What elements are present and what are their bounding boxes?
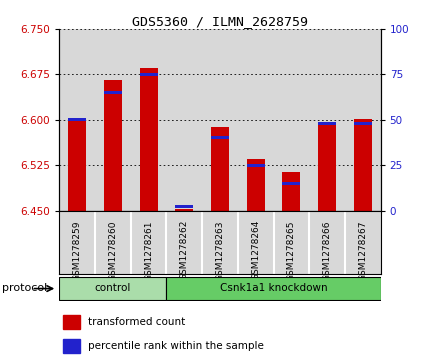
Text: transformed count: transformed count [88,317,186,327]
Text: GSM1278263: GSM1278263 [216,220,224,281]
Bar [95,29,131,211]
Bar [139,73,158,76]
FancyBboxPatch shape [59,277,166,300]
Bar [166,29,202,211]
Bar [104,91,122,94]
Bar [318,122,336,125]
Text: GSM1278265: GSM1278265 [287,220,296,281]
Text: GSM1278260: GSM1278260 [108,220,117,281]
Bar [354,119,372,211]
Text: GSM1278259: GSM1278259 [73,220,82,281]
Bar [176,209,193,211]
Bar [345,29,381,211]
Bar [62,315,80,329]
Bar [104,81,122,211]
Bar [202,29,238,211]
Bar [59,29,95,211]
Text: GSM1278262: GSM1278262 [180,220,189,281]
Bar [211,127,229,211]
Title: GDS5360 / ILMN_2628759: GDS5360 / ILMN_2628759 [132,15,308,28]
Bar [282,182,300,185]
Text: GSM1278267: GSM1278267 [358,220,367,281]
Bar [139,68,158,211]
Text: GSM1278261: GSM1278261 [144,220,153,281]
Text: GSM1278266: GSM1278266 [323,220,332,281]
Text: Csnk1a1 knockdown: Csnk1a1 knockdown [220,283,327,293]
Text: control: control [95,283,131,293]
Bar [131,29,166,211]
Bar [68,118,86,121]
Bar [274,29,309,211]
Bar [238,29,274,211]
Bar [211,136,229,139]
Bar [62,339,80,353]
Bar [247,164,264,167]
Bar [282,172,300,211]
Bar [68,119,86,211]
Text: protocol: protocol [2,283,48,293]
FancyBboxPatch shape [166,277,381,300]
Bar [247,159,264,211]
Bar [318,122,336,211]
Bar [309,29,345,211]
Bar [176,205,193,208]
Bar [354,122,372,125]
Text: percentile rank within the sample: percentile rank within the sample [88,340,264,351]
Text: GSM1278264: GSM1278264 [251,220,260,281]
